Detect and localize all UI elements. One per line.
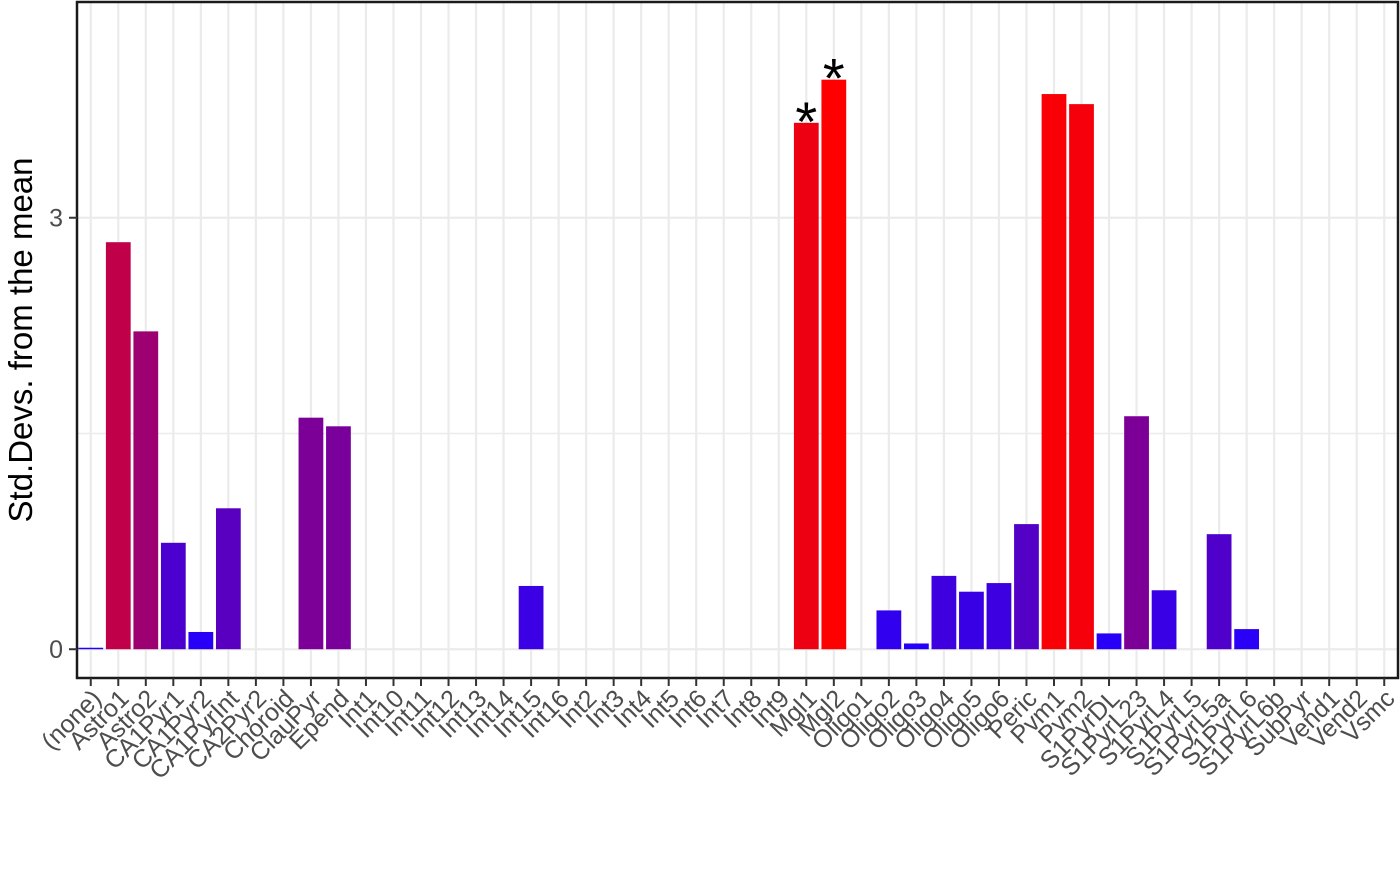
plot-panel-border (75, 0, 1400, 680)
bar-(none) (78, 647, 104, 650)
bar-Pvm2 (1069, 104, 1094, 650)
bar-S1PyrL23 (1124, 416, 1149, 650)
significance-layer: ** (795, 47, 844, 153)
bar-Pvm1 (1041, 94, 1067, 650)
bar-Oligo2 (876, 610, 902, 650)
bar-Oligo4 (931, 575, 957, 650)
y-tick-label: 3 (49, 205, 63, 233)
bar-S1PyrL4 (1151, 590, 1177, 650)
bar-CA1Pyr2 (188, 631, 214, 650)
bar-Oligo5 (959, 591, 984, 650)
bar-ClauPyr (298, 417, 324, 650)
bar-S1PyrL5a (1206, 534, 1232, 650)
axis-layer: 03(none)Astro1Astro2CA1Pyr1CA1Pyr2CA1Pyr… (36, 205, 1400, 785)
bar-Epend (326, 426, 351, 650)
bar-S1PyrL6 (1234, 629, 1260, 650)
y-axis-title: Std.Devs. from the mean (2, 158, 39, 523)
grid-layer (77, 1, 1398, 678)
bar-CA1PyrInt (215, 508, 241, 650)
bar-Peric (1014, 524, 1039, 650)
bar-CA1Pyr1 (160, 542, 186, 650)
bar-S1PyrDL (1096, 633, 1122, 650)
bar-Oligo3 (904, 643, 929, 650)
bar-Oligo6 (986, 583, 1012, 650)
bar-Int15 (518, 585, 544, 650)
bar-Astro2 (133, 331, 159, 650)
significance-marker: * (823, 47, 845, 110)
bar-Mgl1 (793, 122, 819, 650)
bar-Mgl2 (821, 79, 847, 650)
bar-layer (78, 79, 1260, 650)
bar-Astro1 (105, 242, 131, 650)
y-tick-label: 0 (49, 636, 63, 664)
significance-marker: * (795, 90, 817, 153)
